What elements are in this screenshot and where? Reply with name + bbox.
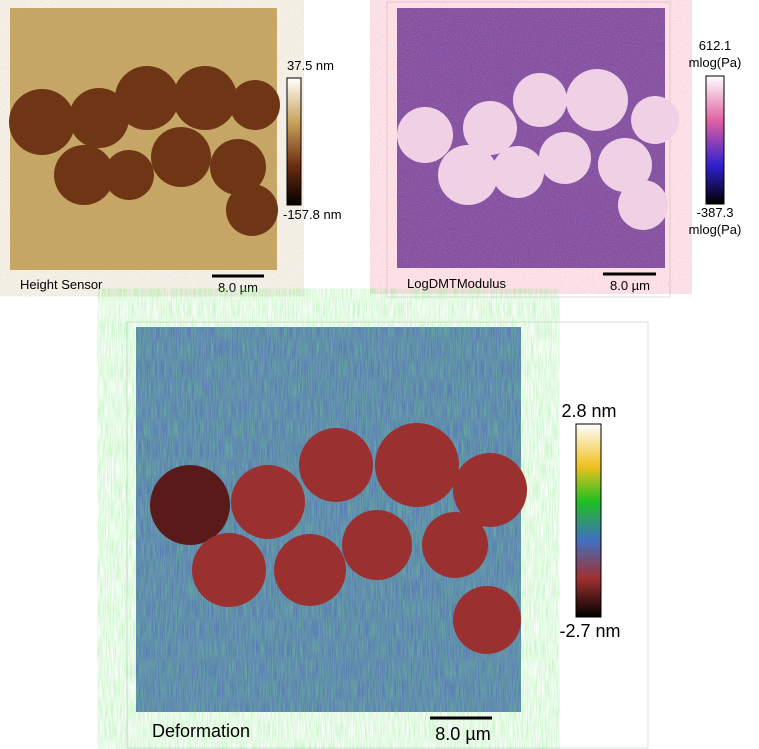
label: Deformation [152,721,250,741]
frame [126,321,649,749]
colorbar-min-unit: mlog(Pa) [689,222,742,237]
colorbar-max: 37.5 nm [287,58,334,73]
scale-text: 8.0 µm [610,278,650,293]
colorbar-max: 2.8 nm [561,401,616,421]
frame [386,1,671,298]
panel-modulus: LogDMTModulus 8.0 µm 612.1 mlog(Pa) -387… [386,1,742,298]
scale-text: 8.0 µm [435,724,490,744]
panel-height: Height Sensor 8.0 µm 37.5 nm -157.8 nm [9,8,342,295]
label: Height Sensor [20,277,103,292]
colorbar-min: -2.7 nm [559,621,620,641]
colorbar [575,423,602,618]
colorbar-min: -387.3 [697,205,734,220]
particles [9,66,280,236]
scale-text: 8.0 µm [218,280,258,295]
colorbar-min: -157.8 nm [283,207,342,222]
colorbar-max-unit: mlog(Pa) [689,55,742,70]
colorbar [705,75,725,205]
colorbar-max: 612.1 [699,38,732,53]
colorbar [286,77,302,206]
particles [150,423,527,654]
panel-deformation: Deformation 8.0 µm 2.8 nm -2.7 nm [126,321,649,749]
particles [397,69,679,230]
label: LogDMTModulus [407,276,506,291]
